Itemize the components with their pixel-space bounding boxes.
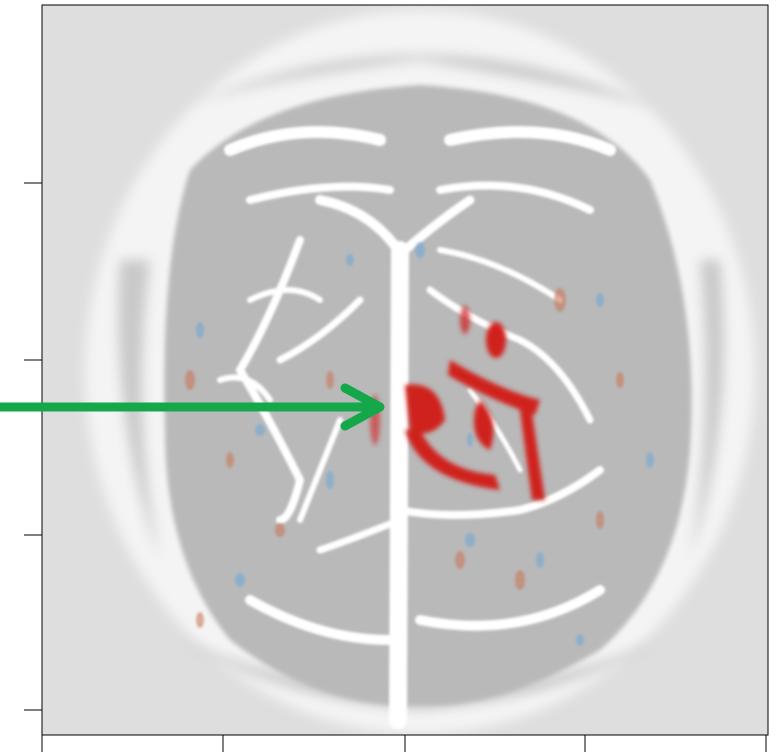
image-area [42, 5, 768, 735]
page: (() => { const data = JSON.parse(documen… [0, 0, 777, 752]
brain-figure [0, 0, 777, 752]
